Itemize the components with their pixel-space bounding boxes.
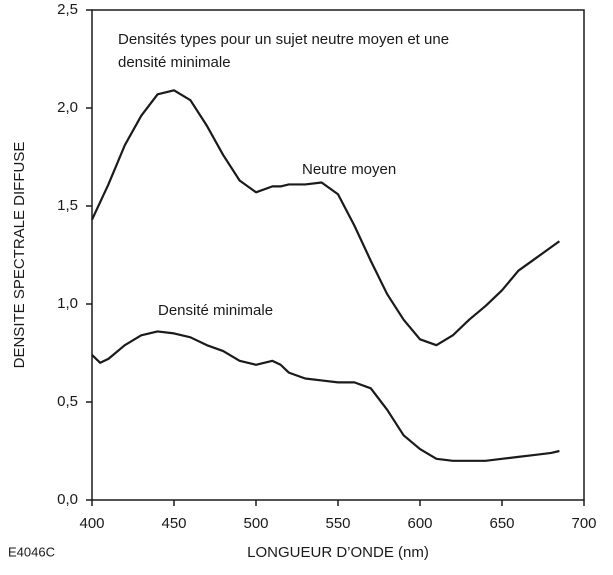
series-label: Densité minimale xyxy=(158,302,273,319)
x-tick-label: 700 xyxy=(571,515,596,532)
y-tick-label: 2,5 xyxy=(57,1,78,18)
y-tick-label: 0,0 xyxy=(57,491,78,508)
series-label: Neutre moyen xyxy=(302,161,396,178)
data-line xyxy=(91,89,561,347)
x-tick-label: 450 xyxy=(161,515,186,532)
figure-code: E4046C xyxy=(8,544,55,559)
data-line xyxy=(91,330,560,462)
x-tick-label: 500 xyxy=(243,515,268,532)
x-tick-label: 650 xyxy=(489,515,514,532)
annotation: densité minimale xyxy=(118,54,231,71)
x-tick-label: 600 xyxy=(407,515,432,532)
plot-frame xyxy=(91,9,585,501)
x-tick-label: 400 xyxy=(79,515,104,532)
y-axis-label: DENSITE SPECTRALE DIFFUSE xyxy=(11,142,28,369)
y-tick-label: 1,5 xyxy=(57,197,78,214)
annotation: Densités types pour un sujet neutre moye… xyxy=(118,31,449,48)
x-axis-label: LONGUEUR D’ONDE (nm) xyxy=(247,544,429,561)
y-tick-label: 2,0 xyxy=(57,99,78,116)
y-tick-label: 1,0 xyxy=(57,295,78,312)
y-tick-label: 0,5 xyxy=(57,393,78,410)
x-tick-label: 550 xyxy=(325,515,350,532)
